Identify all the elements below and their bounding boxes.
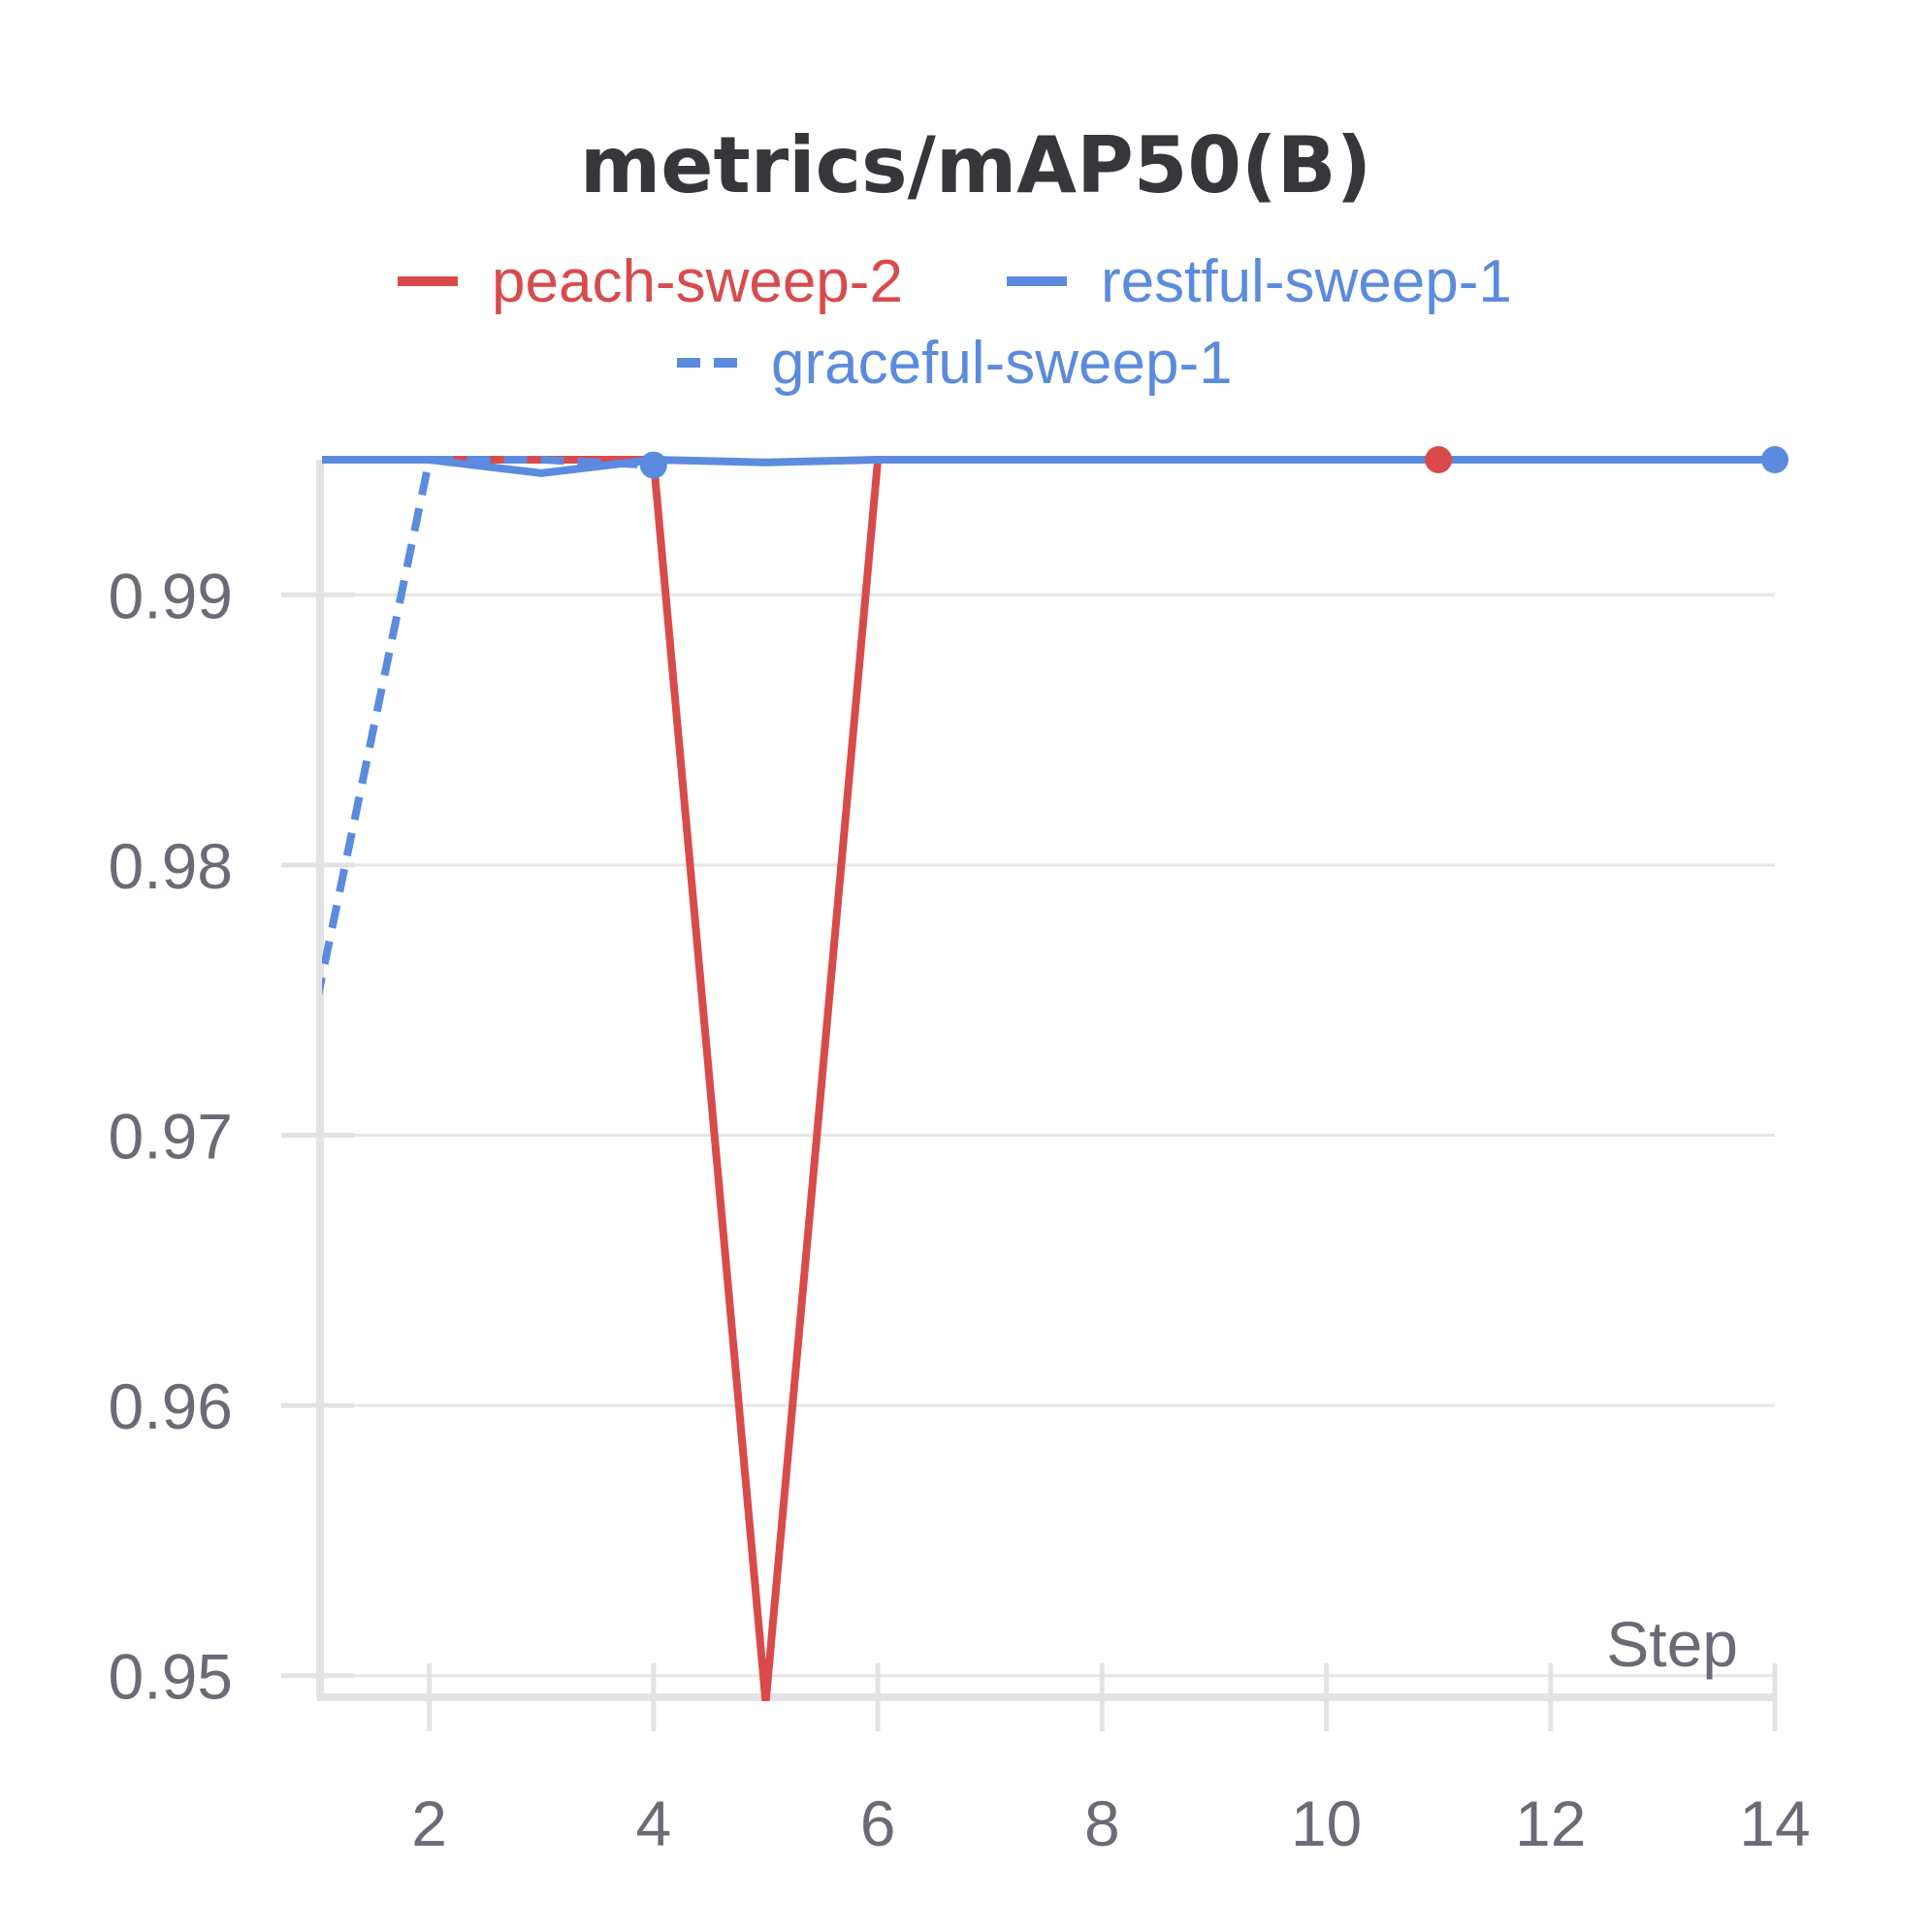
y-tick-label: 0.96: [109, 1370, 233, 1442]
x-tick-label: 14: [1739, 1787, 1810, 1859]
x-tick-label: 12: [1515, 1787, 1586, 1859]
x-tick-label: 10: [1291, 1787, 1362, 1859]
gridlines: [320, 593, 1775, 1678]
y-tick-label: 0.98: [109, 830, 233, 902]
legend: peach-sweep-2 restful-sweep-1 graceful-swe…: [398, 248, 1512, 397]
series-layer: [322, 446, 1788, 1701]
series-line-restful-sweep-1: [322, 455, 1775, 477]
series-line-graceful-sweep-1: [322, 456, 654, 996]
series-line-peach-sweep-2: [322, 456, 1439, 1701]
series-end-marker-restful-sweep-1: [1761, 446, 1788, 473]
legend-label-peach-sweep-2: peach-sweep-2: [492, 248, 903, 315]
axes: 0.95 0.96 0.97 0.98 0.99 2 4 6 8 10 12 14: [109, 460, 1811, 1859]
series-end-marker-peach-sweep-2: [1425, 446, 1453, 473]
x-tick-label: 6: [860, 1787, 896, 1859]
x-tick-label: 4: [635, 1787, 671, 1859]
x-axis-label: Step: [1606, 1608, 1738, 1680]
y-tick-label: 0.99: [109, 560, 233, 631]
x-tick-label: 2: [411, 1787, 447, 1859]
x-tick-label: 8: [1084, 1787, 1120, 1859]
y-tick-label: 0.95: [109, 1641, 233, 1713]
series-end-marker-graceful-sweep-1: [639, 451, 667, 479]
chart-title: metrics/mAP50(B): [580, 120, 1371, 210]
legend-label-graceful-sweep-1: graceful-sweep-1: [771, 330, 1233, 397]
legend-label-restful-sweep-1: restful-sweep-1: [1101, 248, 1512, 315]
y-tick-label: 0.97: [109, 1101, 233, 1173]
